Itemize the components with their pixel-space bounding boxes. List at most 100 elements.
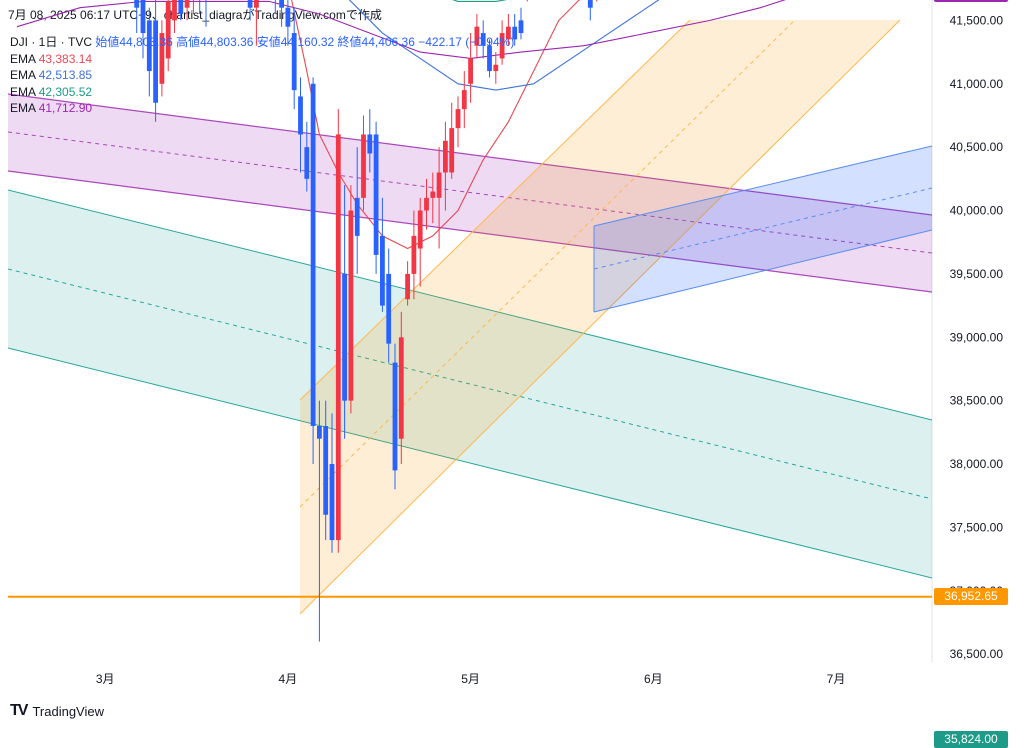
candle xyxy=(247,0,253,21)
candle xyxy=(480,20,486,59)
candle-body xyxy=(506,26,511,40)
candle xyxy=(165,0,171,72)
legend-ema-4[interactable]: EMA 41,712.90 xyxy=(10,100,514,117)
candle-body xyxy=(298,96,303,135)
candle xyxy=(323,400,329,541)
candle xyxy=(134,0,140,34)
ema-label: EMA xyxy=(10,68,36,82)
chart-legend: DJI · 1日 · TVC 始値44,803.36 高値44,803.36 安… xyxy=(10,34,514,117)
candle-body xyxy=(323,426,329,515)
ohlc-values: 始値44,803.36 高値44,803.36 安値44,160.32 終値44… xyxy=(95,35,415,49)
candle xyxy=(159,20,165,97)
orange-channel-right[interactable] xyxy=(299,19,901,615)
candle xyxy=(506,14,511,46)
drawing-layer[interactable] xyxy=(8,19,932,615)
candle xyxy=(411,210,417,300)
x-tick-label: 4月 xyxy=(279,672,298,686)
candle xyxy=(373,121,379,274)
blue-channel-mid[interactable] xyxy=(593,187,932,270)
candle-body xyxy=(304,147,310,179)
candle-body xyxy=(392,362,398,471)
purple-channel-bottom[interactable] xyxy=(8,170,932,293)
candle xyxy=(348,185,354,414)
candle-body xyxy=(279,0,284,8)
candle-body xyxy=(512,26,518,40)
candle-body xyxy=(159,33,165,84)
candle-body xyxy=(285,7,291,27)
candle-body xyxy=(468,58,473,84)
candle-body xyxy=(310,83,316,427)
candle xyxy=(461,71,467,129)
candle xyxy=(596,0,598,2)
legend-ema-1[interactable]: EMA 43,383.14 xyxy=(10,51,514,68)
candle-body xyxy=(493,64,499,72)
candle-body xyxy=(424,197,429,211)
price-tag: 35,824.00 xyxy=(934,731,1008,748)
candle xyxy=(317,400,322,642)
legend-ema-3[interactable]: EMA 42,305.52 xyxy=(10,84,514,101)
candle-body xyxy=(354,197,360,236)
candle-body xyxy=(411,235,417,274)
candle-body xyxy=(146,20,152,72)
candle-body xyxy=(398,337,404,439)
candle-body xyxy=(449,128,455,173)
candle-body xyxy=(461,90,467,110)
ema-label: EMA xyxy=(10,101,36,115)
candle-body xyxy=(165,1,171,59)
y-tick-label: 39,000.00 xyxy=(950,330,1004,344)
blue-channel-bottom[interactable] xyxy=(593,229,932,313)
x-tick-label: 6月 xyxy=(644,672,663,686)
green-channel-top[interactable] xyxy=(8,189,932,421)
candle-body xyxy=(342,273,347,401)
ema-label: EMA xyxy=(10,84,36,99)
candle-body xyxy=(348,210,354,401)
legend-ohlc-row: DJI · 1日 · TVC 始値44,803.36 高値44,803.36 安… xyxy=(10,34,514,51)
candle-body xyxy=(405,273,410,300)
purple-channel-top[interactable] xyxy=(8,93,932,216)
candle xyxy=(487,39,492,78)
x-tick-label: 7月 xyxy=(827,672,846,686)
candle xyxy=(153,0,158,122)
candle xyxy=(304,121,310,192)
candle-body xyxy=(417,210,423,249)
symbol-label[interactable]: DJI · 1日 · TVC xyxy=(10,35,93,49)
candle xyxy=(587,0,593,21)
candle-body xyxy=(518,20,524,34)
blue-channel-fill[interactable] xyxy=(594,146,932,312)
candle-body xyxy=(247,0,253,8)
price-chart[interactable]: 36,500.0037,000.0037,500.0038,000.0038,5… xyxy=(0,0,1024,700)
legend-ema-2[interactable]: EMA 42,513.85 xyxy=(10,67,514,84)
candle xyxy=(443,121,448,211)
candle xyxy=(417,197,423,287)
candle-body xyxy=(499,33,505,59)
candle xyxy=(199,0,201,15)
candle-body xyxy=(443,140,448,173)
candle xyxy=(361,115,366,211)
purple-channel-mid[interactable] xyxy=(8,131,932,254)
orange-channel-left[interactable] xyxy=(299,19,691,401)
candle-body xyxy=(430,191,436,198)
candle-body xyxy=(317,426,322,439)
green-channel-mid[interactable] xyxy=(8,268,932,500)
blue-channel-top[interactable] xyxy=(593,145,932,227)
candle xyxy=(205,0,207,27)
candle xyxy=(398,311,404,465)
orange-channel-mid[interactable] xyxy=(299,19,796,508)
green-channel-fill[interactable] xyxy=(8,190,932,578)
ema-line-2 xyxy=(348,0,660,91)
candle-body xyxy=(386,273,392,344)
candle xyxy=(380,197,385,312)
candle-body xyxy=(254,0,259,8)
candle-body xyxy=(184,0,190,8)
green-channel-bottom[interactable] xyxy=(8,347,932,579)
candle xyxy=(424,178,429,230)
y-tick-label: 38,500.00 xyxy=(950,394,1004,408)
candle-body xyxy=(291,33,297,91)
tradingview-logo-icon: TV xyxy=(10,702,29,719)
y-tick-label: 38,000.00 xyxy=(950,457,1004,471)
candle xyxy=(468,33,473,103)
candle xyxy=(342,185,347,439)
candle xyxy=(298,77,303,173)
ema-label: EMA xyxy=(10,51,36,66)
x-tick-label: 3月 xyxy=(96,672,115,686)
